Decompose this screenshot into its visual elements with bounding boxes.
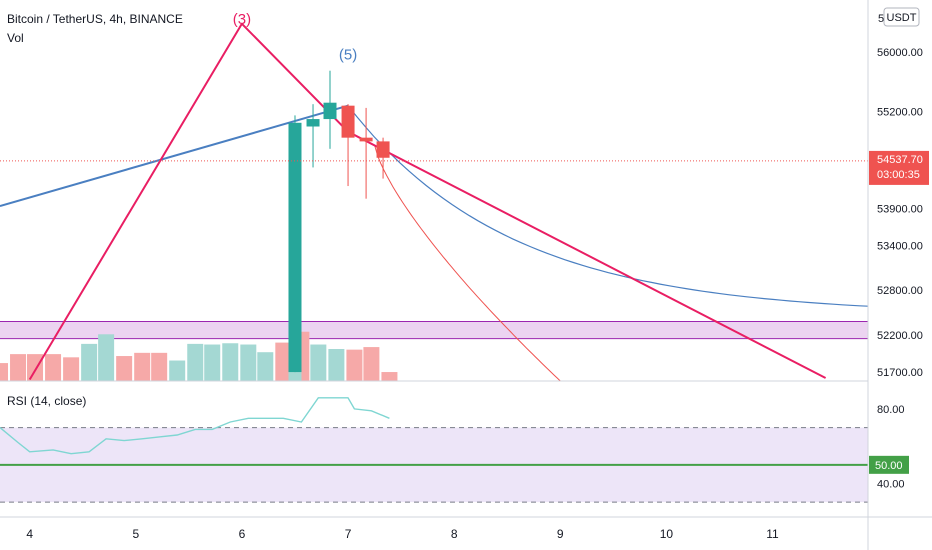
volume-label: Vol — [7, 31, 24, 45]
last-price-tag — [869, 150, 929, 185]
volume-bar — [134, 352, 151, 381]
candle-body — [376, 141, 390, 158]
support-zone — [0, 321, 868, 339]
time-axis[interactable]: 4 5 6 7 8 9 10 11 — [26, 527, 779, 541]
time-tick-label: 9 — [557, 527, 564, 541]
candle-body — [288, 122, 302, 373]
candle-body — [306, 119, 320, 127]
time-tick-label: 7 — [345, 527, 352, 541]
volume-bar — [363, 347, 380, 381]
volume-bar — [381, 372, 398, 381]
projection-curve-blue — [347, 105, 869, 307]
currency-badge[interactable] — [883, 7, 920, 27]
chart-title: Bitcoin / TetherUS, 4h, BINANCE — [7, 12, 183, 26]
volume-bar — [346, 349, 363, 381]
projection-curves — [347, 105, 869, 382]
volume-bar — [187, 343, 204, 381]
price-tick-label: 53400.00 — [877, 241, 923, 253]
volume-bar — [98, 334, 115, 381]
trend-line — [28, 22, 827, 381]
wave-label: (3) — [233, 11, 251, 28]
rsi-tick-label: 80.00 — [877, 404, 905, 416]
rsi-tick-label: 40.00 — [877, 478, 905, 490]
candle-body — [359, 137, 373, 142]
volume-bar — [257, 352, 274, 381]
volume-bar — [81, 343, 98, 381]
last-price-value: 54537.70 — [877, 154, 923, 166]
projection-curve-red — [374, 144, 561, 382]
price-tick-label: 52800.00 — [877, 285, 923, 297]
volume-bar — [204, 344, 221, 381]
rsi-line — [0, 397, 390, 455]
volume-bar — [310, 344, 327, 381]
time-tick-label: 4 — [26, 527, 33, 541]
price-tick-label: 51700.00 — [877, 367, 923, 379]
price-tick-label: 56000.00 — [877, 47, 923, 59]
volume-bar — [116, 356, 133, 381]
wave-labels: (3) (5) — [233, 11, 357, 64]
currency-prefix: 5 — [878, 13, 884, 25]
currency-badge-label: USDT — [887, 12, 917, 24]
time-tick-label: 8 — [451, 527, 458, 541]
volume-bar — [0, 363, 8, 381]
volume-bar — [27, 354, 44, 381]
price-tick-label: 55200.00 — [877, 107, 923, 119]
volume-bar — [169, 360, 186, 381]
time-tick-label: 11 — [766, 527, 779, 541]
volume-bar — [10, 354, 27, 381]
price-axis[interactable]: 56000.00 55200.00 53900.00 53400.00 52800.00… — [877, 47, 923, 379]
price-tick-label: 52200.00 — [877, 330, 923, 342]
time-tick-label: 6 — [239, 527, 246, 541]
time-tick-label: 5 — [132, 527, 139, 541]
trend-line — [0, 104, 349, 208]
volume-bar — [240, 344, 257, 381]
rsi-line-layer — [0, 397, 390, 455]
rsi-last-value: 50.00 — [875, 460, 903, 472]
candle-body — [323, 102, 337, 120]
volume-bar — [275, 342, 292, 381]
time-tick-label: 10 — [660, 527, 674, 541]
rsi-axis[interactable]: 80.00 40.00 — [877, 404, 905, 491]
rsi-label: RSI (14, close) — [7, 394, 86, 408]
price-tick-label: 53900.00 — [877, 203, 923, 215]
candle-body — [341, 105, 355, 138]
wave-label: (5) — [339, 47, 357, 64]
volume-bar — [328, 349, 345, 381]
candles — [288, 70, 390, 373]
trend-lines — [0, 22, 827, 381]
last-price-countdown: 03:00:35 — [877, 169, 920, 181]
volume-bar — [151, 352, 168, 381]
volume-bar — [63, 357, 80, 381]
rsi-last-tag — [869, 455, 909, 474]
volume-bar — [222, 343, 239, 381]
volume-bar — [45, 354, 62, 381]
